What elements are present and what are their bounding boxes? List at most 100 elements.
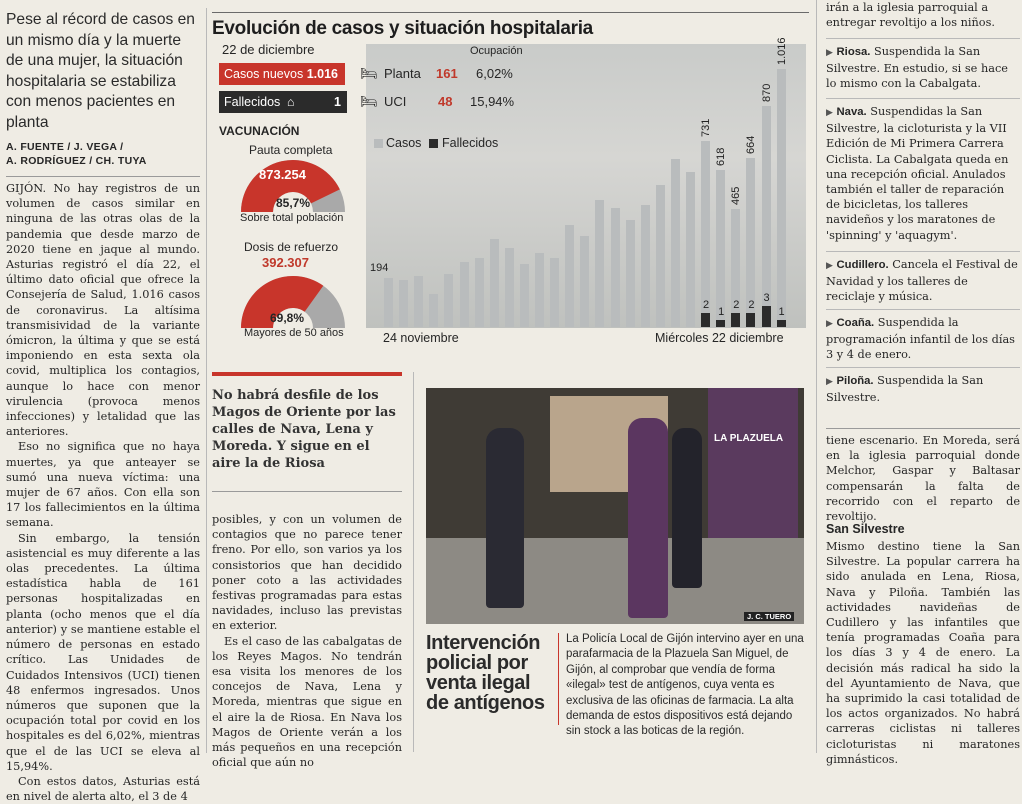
refuerzo-caption: Mayores de 50 años (244, 327, 344, 339)
byline: A. FUENTE / J. VEGA / A. RODRÍGUEZ / CH.… (6, 140, 201, 168)
right-item-place: Nava. (836, 106, 867, 118)
photo-police-officer-2 (672, 428, 702, 588)
paragraph-2: Eso no significa que no haya muertes, ya… (6, 440, 200, 530)
paragraph-1: GIJÓN. No hay registros de un volumen de… (6, 181, 200, 439)
right-item-place: Piloña. (836, 375, 874, 387)
bar-casos (489, 239, 499, 327)
bar-casos (519, 263, 529, 327)
photo-caption: La Policía Local de Gijón intervino ayer… (566, 633, 804, 738)
bar-casos (610, 207, 620, 327)
right-divider (816, 0, 817, 753)
house-icon: ⌂ (287, 95, 295, 109)
photo-shop-sign: LA PLAZUELA (714, 433, 784, 444)
refuerzo-gauge-fill (241, 276, 324, 328)
pauta-gauge (241, 159, 345, 212)
subhead-accent-bar (212, 372, 402, 376)
fallecidos-value-label: 2 (733, 299, 740, 311)
middle-paragraph-2: Es el caso de las cabalgatas de los Reye… (212, 634, 402, 770)
fallecidos-value-label: 2 (703, 299, 710, 311)
legend-fallecidos: Fallecidos (442, 136, 499, 150)
bar-casos (686, 172, 695, 327)
right-item-cudillero: ▶ Cudillero. Cancela el Festival de Navi… (826, 251, 1020, 309)
triangle-icon: ▶ (826, 261, 833, 271)
bar-casos (504, 248, 514, 327)
pauta-caption: Sobre total población (240, 212, 344, 224)
right-section-body: Mismo destino tiene la San Silvestre. La… (826, 540, 1020, 766)
right-item-text: Suspendida la San Silvestre. En estudio,… (826, 45, 1008, 91)
right-item-text: Suspendida la San Silvestre. (826, 374, 984, 405)
photo-man (628, 418, 668, 618)
panel-top-rule (212, 12, 809, 13)
right-item-place: Riosa. (836, 46, 871, 58)
planta-value: 161 (436, 66, 458, 81)
bar-casos (701, 141, 711, 327)
bar-casos (640, 205, 650, 327)
right-item-text: Suspendida la programación infantil de l… (826, 316, 1015, 362)
casos-value-label: 870 (760, 83, 773, 103)
panel-date: 22 de diciembre (222, 42, 315, 57)
ocupacion-label: Ocupación (470, 45, 523, 57)
middle-divider (413, 372, 414, 752)
byline-line-1: A. FUENTE / J. VEGA / (6, 141, 124, 153)
uci-label: UCI (384, 94, 407, 109)
right-item-place: Coaña. (836, 317, 875, 329)
planta-label: Planta (384, 66, 421, 81)
right-item-nava: ▶ Nava. Suspendidas la San Silvestre, la… (826, 98, 1020, 251)
fallecidos-value-label: 3 (763, 292, 770, 304)
photo-shop-sign-panel (708, 388, 798, 538)
bar-casos (399, 280, 409, 327)
bar-casos (565, 225, 575, 327)
bar-casos (580, 235, 590, 327)
bar-casos (444, 273, 454, 327)
right-continuation: tiene escenario. En Moreda, será en la i… (826, 434, 1020, 524)
casos-badge: Casos nuevos 1.016 (219, 63, 345, 85)
right-item-text: Suspendidas la San Silvestre, la ciclotu… (826, 105, 1009, 242)
bar-fallecidos (776, 320, 786, 327)
refuerzo-value: 392.307 (262, 255, 309, 270)
fallecidos-value-label: 2 (748, 299, 755, 311)
bar-casos (595, 200, 605, 327)
article-body-col1: GIJÓN. No hay registros de un volumen de… (6, 181, 200, 804)
bar-casos (655, 184, 665, 327)
bar-fallecidos (746, 313, 756, 327)
right-item-pilona: ▶ Piloña. Suspendida la San Silvestre. (826, 367, 1020, 417)
fallecidos-badge: Fallecidos ⌂ 1 (219, 91, 347, 113)
byline-line-2: A. RODRÍGUEZ / CH. TUYA (6, 155, 147, 167)
bar-casos (746, 158, 756, 327)
bar-casos (731, 208, 741, 327)
bar-casos (670, 159, 680, 327)
right-item-riosa: ▶ Riosa. Suspendida la San Silvestre. En… (826, 38, 1020, 98)
triangle-icon: ▶ (826, 48, 833, 58)
right-section-rule (826, 428, 1020, 429)
pauta-value: 873.254 (259, 167, 306, 182)
bar-casos (550, 258, 560, 327)
uci-value: 48 (438, 94, 453, 109)
photo-caption-divider (558, 633, 559, 725)
planta-pct: 6,02% (476, 66, 513, 81)
pauta-pct: 85,7% (276, 196, 311, 210)
right-item-place: Cudillero. (836, 259, 889, 271)
article-headline: Pese al récord de casos en un mismo día … (6, 11, 195, 131)
x-end-label: Miércoles 22 diciembre (655, 331, 784, 345)
casos-value-label: 1.016 (775, 37, 788, 65)
uci-pct: 15,94% (470, 94, 515, 109)
bar-casos (474, 258, 484, 327)
legend-fallecidos-swatch (429, 139, 438, 148)
column-divider (206, 8, 207, 753)
fallecidos-value: 1 (334, 95, 341, 109)
triangle-icon: ▶ (826, 319, 833, 329)
panel-title: Evolución de casos y situación hospitala… (212, 18, 593, 39)
right-item-text: Cancela el Festival de Navidad y los tal… (826, 258, 1018, 304)
right-top-text: irán a la iglesia parroquial a entregar … (826, 1, 995, 30)
vacunacion-label: VACUNACIÓN (219, 124, 300, 138)
bar-casos (429, 293, 439, 327)
paragraph-4: Con estos datos, Asturias está en nivel … (6, 774, 200, 804)
casos-label: Casos nuevos (224, 67, 304, 81)
news-photo: LA PLAZUELA J. C. TUERO (426, 388, 804, 624)
subhead-rule (212, 491, 402, 492)
right-section-title: San Silvestre (826, 522, 905, 536)
pauta-label: Pauta completa (249, 143, 333, 157)
right-item-coana: ▶ Coaña. Suspendida la programación infa… (826, 309, 1020, 367)
triangle-icon: ▶ (826, 377, 833, 387)
photo-headline: Intervención policial por venta ilegal d… (426, 632, 545, 714)
